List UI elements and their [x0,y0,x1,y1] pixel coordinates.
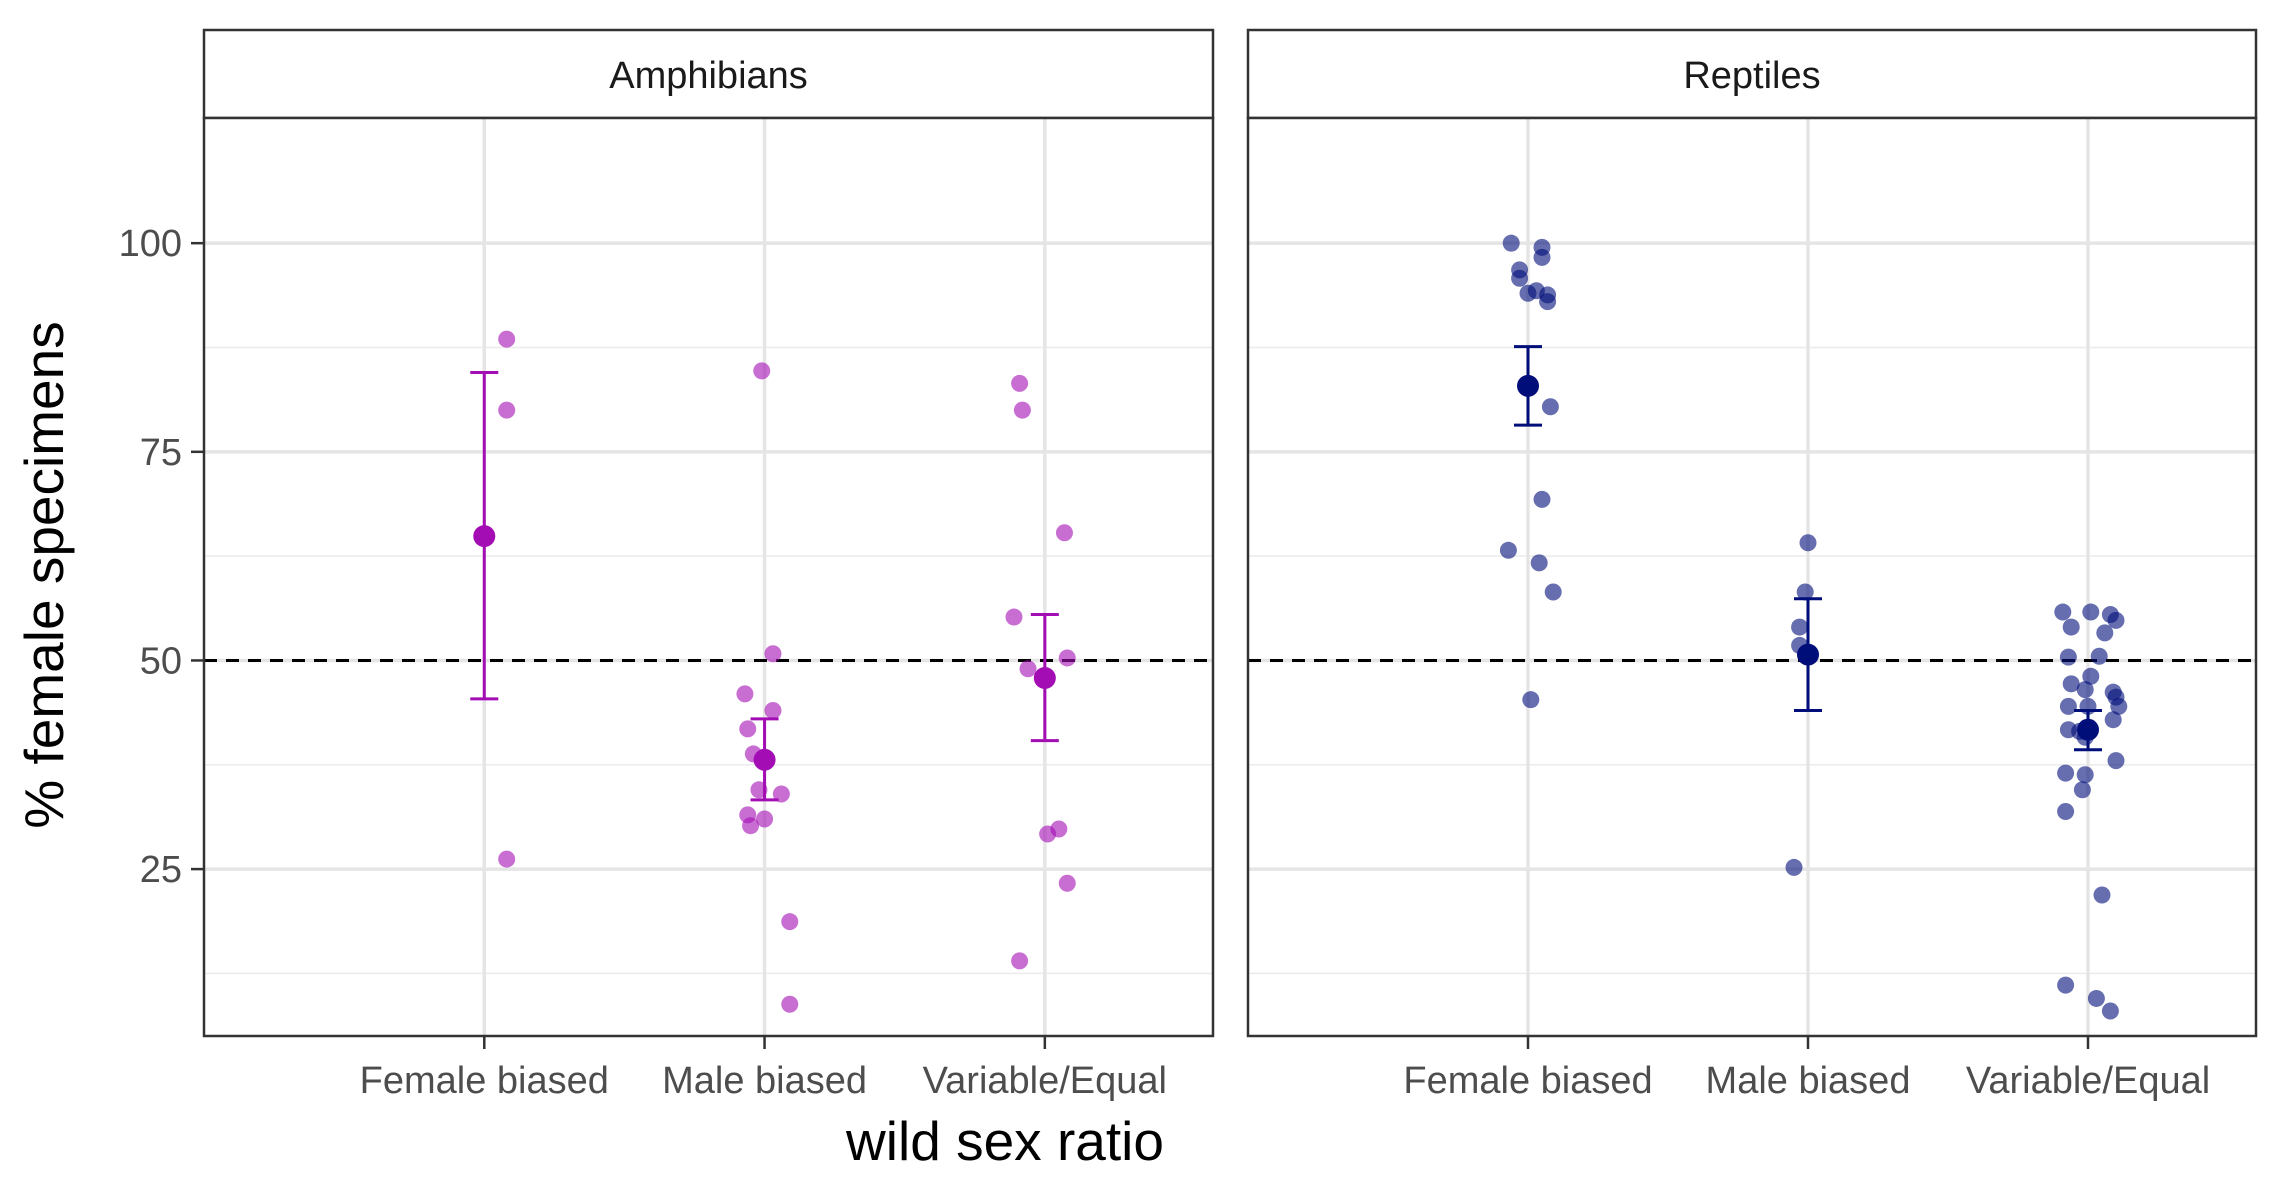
facet-label: Reptiles [1683,55,1820,97]
data-point [2082,667,2100,685]
data-point [1796,583,1814,601]
x-axis-reptiles: Female biased Male biased Variable/Equal [1403,1036,2210,1102]
data-point [498,401,516,419]
data-point [1533,248,1551,266]
plot-background [204,118,1213,1036]
mean-point [1517,374,1539,397]
data-point [772,785,790,803]
x-axes: Female biased Male biased Variable/Equal Fe… [360,1036,2210,1102]
panel-reptiles: Reptiles [1246,28,2258,1038]
data-point [1055,524,1073,542]
facet-strip [202,28,1215,120]
data-point [498,850,516,868]
data-point [739,720,757,738]
data-point [2057,764,2075,782]
data-point [2093,886,2111,904]
data-point [756,810,774,828]
x-axis-title: wild sex ratio [845,1110,1164,1172]
data-point [2062,618,2080,636]
data-point [1499,541,1517,559]
data-point [2096,624,2114,642]
y-tick-label: 100 [119,223,182,265]
data-point [2057,976,2075,994]
facet-label: Amphibians [609,55,808,97]
data-point [742,817,760,835]
data-point [736,685,754,703]
data-point [2059,697,2077,715]
data-point [2057,803,2075,821]
data-point [1039,825,1057,843]
data-point [2087,989,2105,1007]
data-point [764,645,782,663]
data-point [2104,711,2122,729]
data-point [1511,269,1529,287]
y-tick-label: 25 [140,849,182,891]
data-point [1785,858,1803,876]
data-point [1013,401,1031,419]
data-point [1541,398,1559,416]
data-point [498,330,516,348]
y-tick-label: 50 [140,640,182,682]
y-axis: 25 50 75 100 [119,223,204,891]
data-point [781,995,799,1013]
x-tick-label: Male biased [662,1060,867,1102]
data-point [2076,681,2094,699]
x-tick-label: Male biased [1706,1060,1911,1102]
x-tick-label: Variable/Equal [1966,1060,2210,1102]
data-point [1502,234,1520,252]
panel-border [1246,116,2258,1038]
mean-point [2077,718,2099,741]
data-point [2101,1002,2119,1020]
x-tick-label: Female biased [360,1060,609,1102]
data-point [1799,534,1817,552]
data-point [1019,660,1037,678]
y-tick-label: 75 [140,432,182,474]
data-point [2076,766,2094,784]
data-point [1544,583,1562,601]
data-point [2073,781,2091,799]
data-point [1011,952,1029,970]
mean-point [1797,643,1819,666]
data-point [1522,691,1540,709]
data-point [1519,284,1537,302]
data-point [2059,648,2077,666]
data-point [781,913,799,931]
data-point [764,702,782,720]
data-point [2082,603,2100,621]
data-point [2107,752,2125,770]
data-point [2090,647,2108,665]
data-point [2107,611,2125,629]
chart-panels: Amphibians Reptiles [202,28,2258,1038]
x-tick-label: Variable/Equal [923,1060,1167,1102]
panel-border [202,116,1215,1038]
data-point [753,362,771,380]
data-point [2110,697,2128,715]
data-point [1791,618,1809,636]
data-point [1533,490,1551,508]
data-point [1058,649,1076,667]
mean-point [753,748,776,771]
data-point [1058,874,1076,892]
x-tick-label: Female biased [1403,1060,1652,1102]
data-point [1005,608,1023,626]
data-point [2062,675,2080,693]
facet-strip [1246,28,2258,120]
data-point [1539,293,1557,311]
y-axis-title: % female specimens [13,321,75,828]
mean-point [473,525,496,548]
panel-amphibians: Amphibians [202,28,1215,1038]
data-point [1011,374,1029,392]
data-point [1530,554,1548,572]
mean-point [1033,666,1056,689]
data-point [2054,603,2072,621]
x-axis-amphibians: Female biased Male biased Variable/Equal [360,1036,1167,1102]
